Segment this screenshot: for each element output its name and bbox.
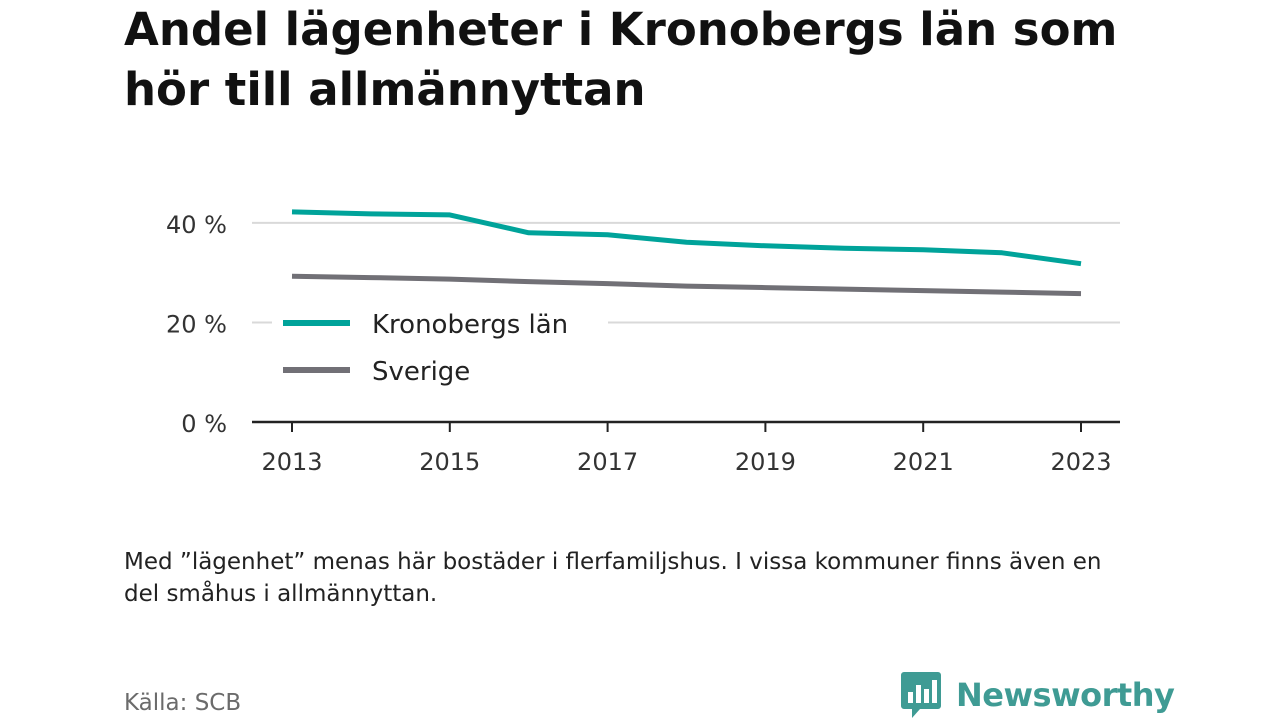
- x-tick-label: 2015: [419, 448, 480, 476]
- brand-name: Newsworthy: [956, 676, 1175, 714]
- x-tick-label: 2023: [1050, 448, 1111, 476]
- newsworthy-logo-icon: [901, 672, 941, 718]
- x-tick-label: 2021: [893, 448, 954, 476]
- x-tick-label: 2019: [735, 448, 796, 476]
- newsworthy-brand[interactable]: Newsworthy: [900, 670, 1175, 720]
- y-tick-label: 0 %: [181, 410, 227, 438]
- series-line: [291, 273, 1082, 297]
- x-tick-label: 2013: [261, 448, 322, 476]
- series-line: [291, 209, 1082, 267]
- source-label: Källa: SCB: [124, 690, 242, 716]
- legend-label: Sverige: [372, 357, 470, 387]
- x-tick-label: 2017: [577, 448, 638, 476]
- legend-label: Kronobergs län: [372, 310, 568, 340]
- chart-note: Med ”lägenhet” menas här bostäder i fler…: [124, 549, 1102, 607]
- legend-background: [272, 300, 608, 396]
- y-tick-label: 20 %: [166, 310, 227, 338]
- y-tick-label: 40 %: [166, 211, 227, 239]
- chart-title: Andel lägenheter i Kronobergs län som hö…: [124, 3, 1118, 116]
